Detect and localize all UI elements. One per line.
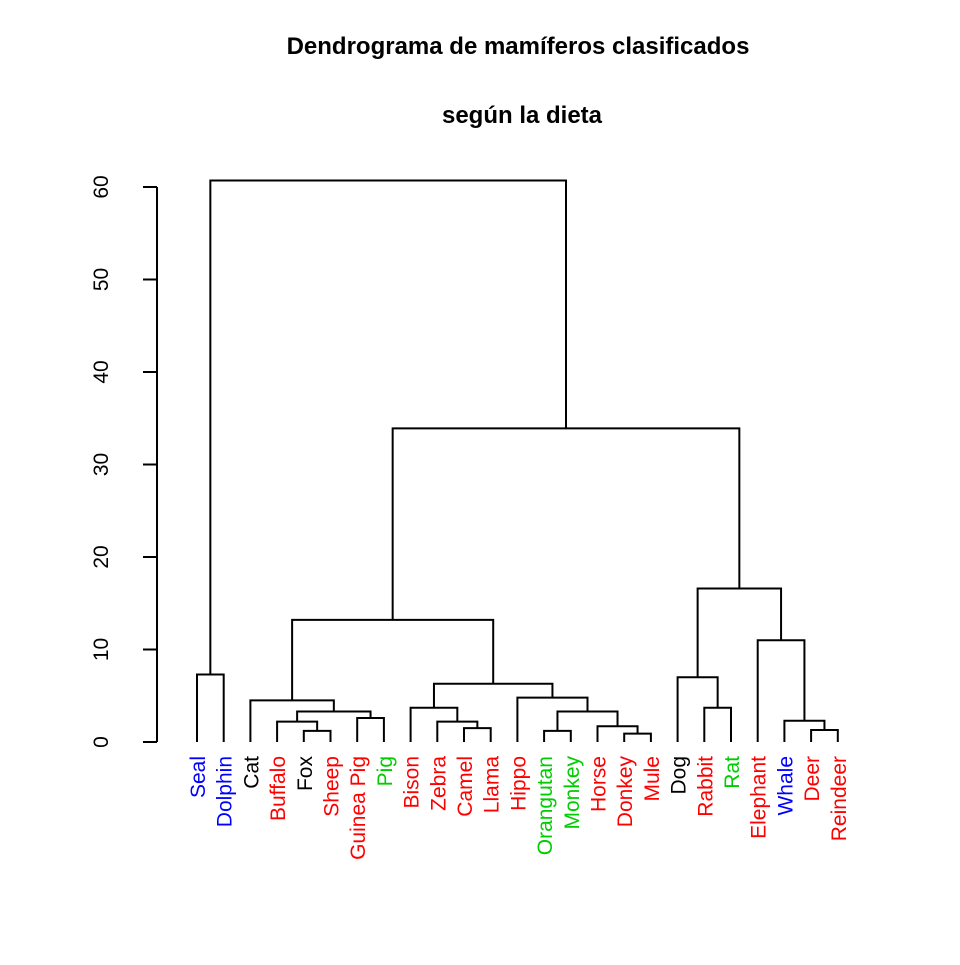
chart-title-line-2: según la dieta <box>442 102 603 129</box>
leaf-label: Buffalo <box>267 756 290 821</box>
leaf-label: Monkey <box>561 756 584 830</box>
dendrogram-merge-link <box>209 179 568 675</box>
leaf-label: Elephant <box>748 756 771 839</box>
leaf-label: Sheep <box>321 756 344 817</box>
y-tick-label: 50 <box>90 268 113 291</box>
leaf-label: Camel <box>454 756 477 817</box>
leaf-label: Rat <box>721 756 744 789</box>
dendrogram-merge-link <box>696 587 783 678</box>
leaf-label: Mule <box>641 756 664 802</box>
leaf-label: Bison <box>401 756 424 809</box>
dendrogram-merge-link <box>436 720 479 742</box>
leaf-labels: Seal Dolphin Cat Buffalo Fox Sheep Guinea Pig P… <box>187 756 851 860</box>
leaf-label: Donkey <box>614 756 637 828</box>
dendrogram-links <box>196 179 839 742</box>
dendrogram-merge-link <box>296 710 372 722</box>
dendrogram-merge-link <box>783 719 826 742</box>
dendrogram-merge-link <box>356 716 385 742</box>
dendrogram-merge-link <box>516 696 589 742</box>
dendrogram-merge-link <box>432 682 554 708</box>
y-tick-label: 30 <box>90 453 113 476</box>
dendrogram-merge-link <box>391 427 741 620</box>
leaf-label: Guinea Pig <box>347 756 370 860</box>
y-tick-label: 10 <box>90 638 113 661</box>
leaf-label: Whale <box>774 756 797 816</box>
dendrogram-merge-link <box>676 676 719 742</box>
y-tick-label: 0 <box>90 736 113 748</box>
leaf-label: Dog <box>668 756 691 795</box>
leaf-label: Hippo <box>507 756 530 811</box>
y-tick-label: 60 <box>90 175 113 198</box>
dendrogram-merge-link <box>556 710 619 731</box>
leaf-label: Orangutan <box>534 756 557 855</box>
dendrogram-merge-link <box>463 727 492 742</box>
dendrogram-merge-link <box>291 618 495 701</box>
y-axis: 0 10 20 30 40 50 60 <box>90 175 158 748</box>
leaf-label: Pig <box>374 756 397 786</box>
dendrogram-merge-link <box>302 729 332 742</box>
leaf-label: Llama <box>481 756 504 814</box>
leaf-label: Zebra <box>427 756 450 811</box>
chart-title-line-1: Dendrograma de mamíferos clasificados <box>287 33 750 60</box>
leaf-label: Horse <box>588 756 611 812</box>
y-tick-label: 20 <box>90 545 113 568</box>
y-tick-label: 40 <box>90 360 113 383</box>
leaf-label: Seal <box>187 756 210 798</box>
leaf-label: Fox <box>294 756 317 792</box>
leaf-label: Dolphin <box>214 756 237 827</box>
leaf-label: Rabbit <box>694 756 717 817</box>
dendrogram-merge-link <box>196 673 225 742</box>
leaf-label: Reindeer <box>828 756 851 841</box>
dendrogram-merge-link <box>409 706 459 742</box>
dendrogram-merge-link <box>756 639 806 742</box>
dendrogram-merge-link <box>623 732 652 742</box>
leaf-label: Deer <box>801 756 824 802</box>
dendrogram-merge-link <box>810 728 839 742</box>
dendrogram-merge-link <box>543 729 572 742</box>
leaf-label: Cat <box>240 756 263 789</box>
dendrogram-merge-link <box>703 706 732 742</box>
